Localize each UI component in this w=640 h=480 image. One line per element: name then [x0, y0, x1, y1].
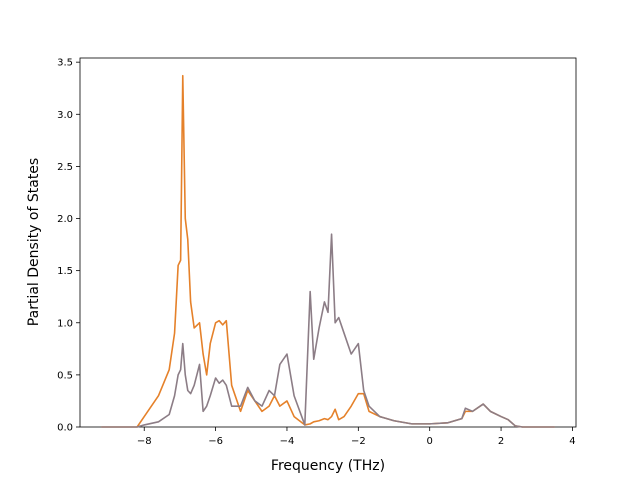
x-tick-label: −6 [208, 436, 223, 447]
x-tick-label: 0 [427, 436, 433, 447]
y-tick-label: 2.5 [57, 162, 73, 173]
y-tick-label: 0.0 [57, 423, 73, 434]
x-tick-label: −4 [280, 436, 295, 447]
x-tick-label: 2 [498, 436, 504, 447]
y-tick-label: 0.5 [57, 370, 73, 381]
y-tick-label: 1.5 [57, 266, 73, 277]
plot-frame [79, 57, 577, 428]
y-tick-label: 3.5 [57, 58, 73, 69]
x-tick-label: 4 [569, 436, 575, 447]
y-tick-label: 3.0 [57, 110, 73, 121]
series-line [101, 233, 555, 428]
series-line [101, 74, 555, 428]
x-tick-label: −2 [351, 436, 366, 447]
y-axis-label: Partial Density of States [26, 158, 42, 326]
x-axis-label: Frequency (THz) [271, 458, 385, 474]
y-tick-label: 2.0 [57, 214, 73, 225]
x-tick-label: −8 [137, 436, 152, 447]
y-tick-label: 1.0 [57, 318, 73, 329]
